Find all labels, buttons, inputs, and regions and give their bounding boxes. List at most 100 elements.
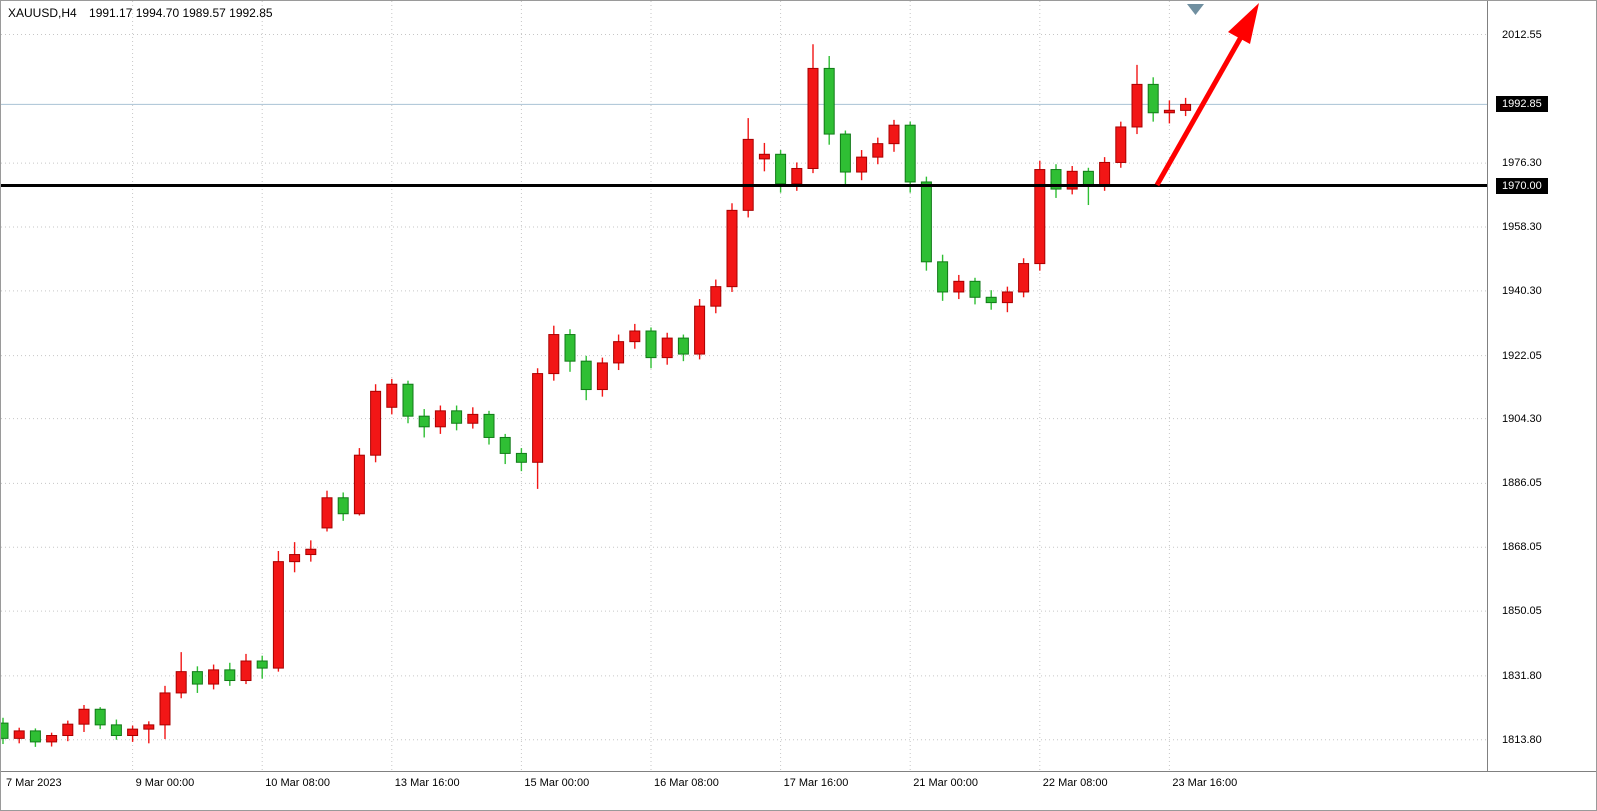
candle-body [726, 209, 738, 288]
candle-body [1018, 263, 1030, 293]
candle-body [791, 167, 803, 185]
candle-body [596, 362, 608, 391]
candle-body [240, 660, 252, 682]
candle-body [985, 296, 997, 304]
candle-body [823, 67, 835, 135]
candle-body [1034, 169, 1046, 265]
price-label: 1958.30 [1502, 221, 1542, 234]
trend-arrow-line[interactable] [1154, 35, 1244, 187]
candle-body [272, 561, 284, 669]
symbol-period-label: XAUUSD,H4 [8, 6, 77, 20]
price-label: 1868.05 [1502, 541, 1542, 554]
candle-body [856, 156, 868, 173]
candle-body [13, 730, 25, 739]
candle-body [305, 548, 317, 556]
chart-title: XAUUSD,H4 1991.17 1994.70 1989.57 1992.8… [8, 6, 273, 20]
chart-shift-marker-icon[interactable] [1187, 4, 1204, 15]
candle-body [953, 280, 965, 293]
price-label: 1886.05 [1502, 477, 1542, 490]
candle-body [904, 124, 916, 183]
candle-body [613, 341, 625, 364]
price-label: 1922.05 [1502, 349, 1542, 362]
candle-body [1099, 161, 1111, 187]
time-label: 10 Mar 08:00 [265, 777, 331, 789]
candle-body [564, 334, 576, 362]
candle-body [451, 410, 463, 424]
candle-body [775, 153, 787, 185]
price-label: 2012.55 [1502, 28, 1542, 41]
candle-body [677, 337, 689, 355]
candle-body [1050, 169, 1062, 190]
time-label: 9 Mar 00:00 [135, 777, 195, 789]
candle-body [402, 383, 414, 417]
time-label: 23 Mar 16:00 [1172, 777, 1238, 789]
price-label: 1831.80 [1502, 669, 1542, 682]
candle-body [94, 708, 106, 726]
candle-body [742, 138, 754, 211]
candle-body [839, 133, 851, 173]
candle-body [29, 730, 41, 743]
candle-body [515, 452, 527, 463]
price-label: 1940.30 [1502, 284, 1542, 297]
time-label: 15 Mar 00:00 [524, 777, 590, 789]
price-label: 1976.30 [1502, 157, 1542, 170]
candle-body [1082, 170, 1094, 187]
candle-body [434, 410, 446, 428]
ohlc-values: 1991.17 1994.70 1989.57 1992.85 [89, 6, 273, 20]
candle-body [1, 722, 9, 739]
candle-body [548, 334, 560, 375]
candle-body [694, 305, 706, 355]
candle-body [1066, 170, 1078, 190]
candle-body [645, 330, 657, 359]
candle-body [224, 669, 236, 682]
price-label: 1904.30 [1502, 412, 1542, 425]
candlestick-chart[interactable] [1, 1, 1487, 771]
candle-body [1115, 126, 1127, 163]
candle-body [499, 436, 511, 454]
candle-body [321, 497, 333, 529]
time-axis[interactable]: 7 Mar 2023 9 Mar 00:00 10 Mar 08:00 13 Mar … [1, 771, 1596, 810]
candle-body [337, 497, 349, 515]
candle-body [1001, 291, 1013, 304]
candle-body [256, 660, 268, 669]
candle-body [629, 330, 641, 343]
price-label: 1850.05 [1502, 605, 1542, 618]
candle-body [532, 373, 544, 463]
candle-body [143, 724, 155, 730]
candle-body [127, 728, 139, 737]
candle-body [386, 383, 398, 408]
trend-arrow-head[interactable] [1228, 3, 1259, 44]
price-axis[interactable]: 2012.55 1992.85 1976.30 1970.00 1958.30 1940.… [1487, 1, 1596, 771]
candle-body [888, 124, 900, 145]
candle-body [969, 280, 981, 298]
candle-body [758, 153, 770, 160]
candle-body [175, 671, 187, 694]
candle-body [1147, 83, 1159, 114]
candle-body [661, 337, 673, 359]
candle-body [418, 415, 430, 428]
candle-body [580, 360, 592, 391]
time-label: 16 Mar 08:00 [654, 777, 719, 789]
candle-body [46, 735, 58, 743]
candle-body [710, 286, 722, 307]
time-label: 17 Mar 16:00 [783, 777, 849, 789]
candle-body [110, 724, 122, 737]
candle-body [1180, 103, 1192, 111]
time-label: 7 Mar 2023 [6, 777, 62, 789]
candle-body [483, 413, 495, 438]
candle-body [159, 692, 171, 726]
candle-body [62, 723, 74, 737]
candle-body [872, 143, 884, 158]
candle-body [920, 181, 932, 263]
time-label: 21 Mar 00:00 [913, 777, 979, 789]
candle-body [78, 708, 90, 725]
candle-body [807, 67, 819, 169]
price-tag[interactable]: 1992.85 [1496, 96, 1548, 113]
candle-body [191, 671, 203, 685]
time-label: 22 Mar 08:00 [1042, 777, 1108, 789]
price-tag[interactable]: 1970.00 [1496, 177, 1548, 194]
candle-body [1131, 83, 1143, 128]
candle-body [1163, 109, 1175, 114]
candle-body [937, 261, 949, 293]
